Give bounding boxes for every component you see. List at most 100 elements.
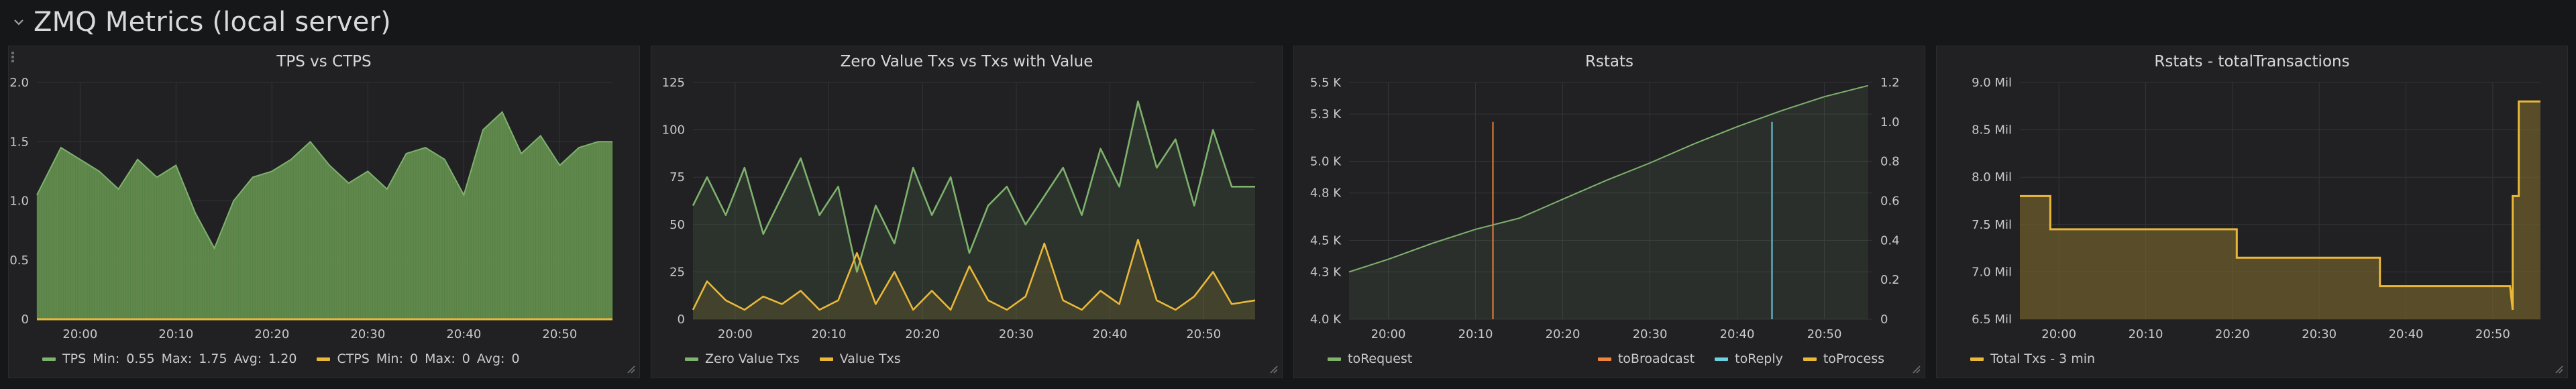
resize-handle-icon[interactable] [2553,363,2563,374]
series-line-zero-value-txs [692,100,1255,273]
panel-title[interactable]: Zero Value Txs vs Txs with Value [840,53,1093,70]
chart-zero-value-txs[interactable]: 20:00 20:10 20:20 20:30 20:40 20:50 0 25 50 75 100… [651,46,1283,379]
resize-handle-icon[interactable] [1267,363,1278,374]
x-tick-label: 20:50 [542,327,577,341]
legend-label: toRequest [1348,351,1413,366]
y-tick-label: 2.0 [9,76,29,90]
legend-label: Total Txs - 3 min [1990,351,2096,366]
chevron-down-icon[interactable] [11,14,27,30]
legend-avg: 1.20 [268,351,297,366]
x-tick-label: 20:30 [350,327,385,341]
legend-max-label: Max: [161,351,193,366]
panel-rstats[interactable]: Rstats 20:00 20:10 20:20 20:30 20:40 20:50 4.0… [1293,46,1925,378]
chart-total-transactions[interactable]: 20:00 20:10 20:20 20:30 20:40 20:50 6.5 Mil 7.0… [1937,46,2569,379]
panel-drag-handle-icon[interactable] [11,50,17,68]
panel-title[interactable]: Rstats - totalTransactions [2154,53,2350,70]
y-tick-label: 125 [662,76,685,90]
legend-item-ctps[interactable]: CTPS Min: 0 Max: 0 Avg: 0 [317,351,520,366]
legend-swatch [1970,357,1984,361]
legend-min-label: Min: [93,351,120,366]
y-tick-label: 50 [669,218,685,232]
x-tick-label: 20:20 [1546,327,1580,341]
x-tick-label: 20:10 [2129,327,2163,341]
panel-tps-vs-ctps[interactable]: TPS vs CTPS 20:00 20:10 20:20 20:30 20:40 20:… [8,46,640,378]
x-tick-label: 20:30 [999,327,1034,341]
y-tick-label: 4.3 K [1310,265,1342,279]
x-tick-label: 20:30 [2302,327,2337,341]
resize-handle-icon[interactable] [1910,363,1921,374]
legend: Zero Value Txs Value Txs [685,349,901,368]
legend-item-toreply[interactable]: toReply [1715,351,1783,366]
y-tick-label: 5.0 K [1310,155,1342,169]
y-tick-label: 100 [662,123,685,137]
y-tick-label: 6.5 Mil [1972,313,2012,327]
legend-swatch [1715,357,1729,361]
legend-item-toprocess[interactable]: toProcess [1803,351,1884,366]
legend-item-value-txs[interactable]: Value Txs [819,351,901,366]
x-tick-label: 20:00 [62,327,97,341]
chart-tps-vs-ctps[interactable]: 20:00 20:10 20:20 20:30 20:40 20:50 0 0.5 1.0 1.5… [9,46,641,379]
y-tick-label: 1.0 [9,194,29,209]
y-tick-label: 8.5 Mil [1972,123,2012,137]
x-tick-label: 20:50 [1807,327,1842,341]
legend-item-tps[interactable]: TPS Min: 0.55 Max: 1.75 Avg: 1.20 [42,351,297,366]
legend-right: toBroadcast toReply toProcess [1597,349,1884,368]
legend-item-tobroadcast[interactable]: toBroadcast [1597,351,1695,366]
legend-swatch [1803,357,1817,361]
legend: Total Txs - 3 min [1970,349,2095,368]
x-tick-label: 20:40 [1720,327,1755,341]
resize-handle-icon[interactable] [625,363,635,374]
y-tick-label: 0.5 [9,254,29,268]
y-tick-label: 75 [669,170,685,184]
x-tick-label: 20:10 [158,327,193,341]
row-title: ZMQ Metrics (local server) [34,7,391,38]
y2-tick-label: 0 [1880,313,1888,327]
legend-max-label: Max: [425,351,455,366]
legend-swatch [317,357,331,361]
y2-tick-label: 0.2 [1880,273,1900,287]
legend-label: toBroadcast [1617,351,1695,366]
legend-left: toRequest [1328,349,1412,368]
legend-item-total-txs[interactable]: Total Txs - 3 min [1970,351,2095,366]
x-tick-label: 20:30 [1633,327,1668,341]
legend-item-torequest[interactable]: toRequest [1328,351,1412,366]
legend-label: Value Txs [839,351,901,366]
series-area-total-txs [2020,101,2540,319]
series-area-value-txs [693,239,1255,319]
legend-label: CTPS [337,351,370,366]
y-tick-label: 0 [678,313,685,327]
panel-total-transactions[interactable]: Rstats - totalTransactions 20:00 20:10 20:… [1936,46,2568,378]
x-tick-label: 20:00 [2041,327,2076,341]
legend-min-label: Min: [376,351,403,366]
legend-swatch [685,357,698,361]
x-tick-label: 20:20 [254,327,289,341]
legend-avg-label: Avg: [233,351,262,366]
x-tick-label: 20:10 [812,327,847,341]
legend-max: 1.75 [199,351,227,366]
panel-title[interactable]: Rstats [1585,53,1634,70]
row-header[interactable]: ZMQ Metrics (local server) [11,5,391,39]
y-tick-label: 0 [21,313,29,327]
legend-item-zero-value-txs[interactable]: Zero Value Txs [685,351,800,366]
series-line-total-txs [2020,100,2540,311]
x-tick-label: 20:40 [1093,327,1128,341]
legend-avg-label: Avg: [476,351,505,366]
series-line-tps [36,111,612,250]
legend-swatch [42,357,56,361]
x-tick-label: 20:50 [2475,327,2510,341]
x-tick-label: 20:40 [2389,327,2424,341]
chart-rstats[interactable]: 20:00 20:10 20:20 20:30 20:40 20:50 4.0 K 4.3 K… [1294,46,1926,379]
legend-label: Zero Value Txs [705,351,800,366]
y-tick-label: 9.0 Mil [1972,76,2012,90]
x-tick-label: 20:40 [446,327,481,341]
legend-swatch [1597,357,1611,361]
y-tick-label: 4.8 K [1310,186,1342,201]
x-tick-label: 20:10 [1458,327,1493,341]
panel-zero-value-txs[interactable]: Zero Value Txs vs Txs with Value 20:00 20… [651,46,1283,378]
legend-swatch [1328,357,1341,361]
y-tick-label: 7.0 Mil [1972,265,2012,279]
y-tick-label: 4.5 K [1310,233,1342,247]
legend-label: toReply [1735,351,1783,366]
y2-tick-label: 1.2 [1880,76,1900,90]
panel-title[interactable]: TPS vs CTPS [276,53,372,70]
